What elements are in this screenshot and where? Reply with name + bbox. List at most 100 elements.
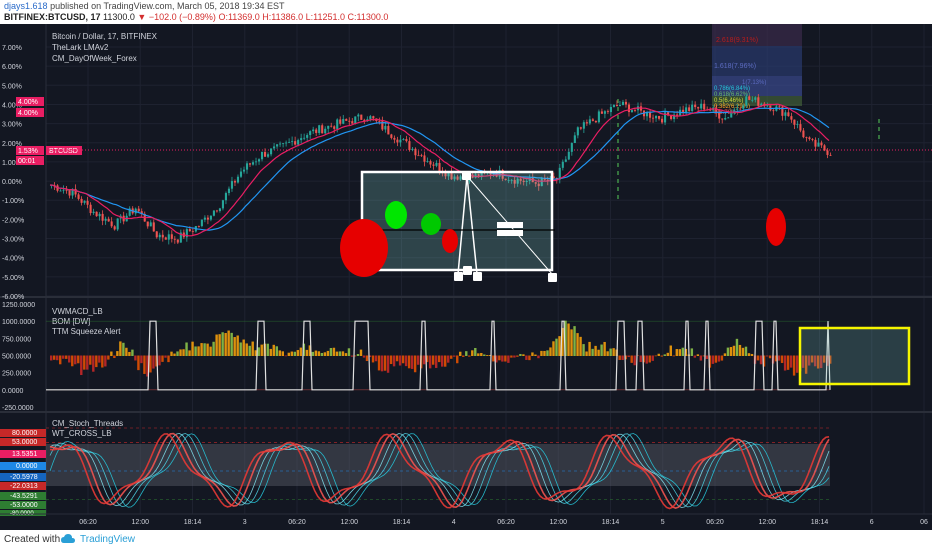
tradingview-logo-link[interactable]: TradingView <box>80 534 136 545</box>
candle-body <box>802 130 805 138</box>
candle-body <box>230 181 234 189</box>
red-ellipse-marker[interactable] <box>442 229 458 253</box>
candle-body <box>612 105 615 107</box>
candle-body <box>276 144 279 147</box>
macd-bar <box>311 351 315 356</box>
macd-bar <box>77 355 80 364</box>
candle-body <box>709 109 712 111</box>
macd-bar <box>86 355 89 370</box>
macd-bar <box>173 353 176 356</box>
candle-body <box>339 119 342 124</box>
red-ellipse-marker[interactable] <box>340 219 388 277</box>
macd-bar <box>525 355 528 360</box>
candle-body <box>402 139 405 140</box>
macd-bar <box>125 347 128 356</box>
macd-bar <box>155 355 158 367</box>
macd-bar <box>308 345 312 356</box>
candle-body <box>92 211 95 214</box>
candle-body <box>724 118 727 120</box>
macd-bar <box>441 355 444 367</box>
fib-retracement[interactable]: 2.618(9.31%) 1.618(7.96%) 1(7.13%) 0.786… <box>712 24 802 116</box>
macd-bar <box>552 341 555 356</box>
macd-bar <box>50 355 53 361</box>
macd-bar <box>185 342 188 356</box>
macd-bar <box>257 347 260 356</box>
candle-body <box>582 122 585 129</box>
green-ellipse-marker[interactable] <box>421 213 441 235</box>
anchor-handle[interactable] <box>463 266 472 275</box>
macd-bar <box>672 355 675 357</box>
macd-bar <box>708 355 712 368</box>
macd-bar <box>678 349 682 356</box>
candle-body <box>381 121 384 130</box>
macd-bar <box>609 348 612 356</box>
badge-bg <box>0 482 46 490</box>
candle-body <box>585 122 588 124</box>
candle-body <box>594 120 597 123</box>
stoch-pane <box>46 427 830 515</box>
macd-bar <box>531 352 534 356</box>
macd-bar <box>549 347 552 356</box>
red-ellipse-marker[interactable] <box>766 208 786 246</box>
macd-bar <box>621 355 624 360</box>
macd-bar <box>386 355 390 373</box>
chart-canvas[interactable]: Bitcoin / Dollar, 17, BITFINEX TheLark L… <box>0 24 932 530</box>
macd-tick-label: -250.0000 <box>2 405 34 412</box>
drag-handle[interactable] <box>497 230 523 236</box>
trend-line[interactable] <box>457 175 468 275</box>
time-axis[interactable]: 06:20 12:00 18:14 3 06:20 12:00 18:14 4 06:20 12:… <box>79 519 928 526</box>
candle-body <box>823 145 826 151</box>
candle-body <box>215 210 218 212</box>
candle-body <box>282 143 285 144</box>
candle-body <box>312 129 315 132</box>
candle-body <box>685 107 688 113</box>
macd-bar <box>585 351 588 356</box>
candle-body <box>390 134 393 138</box>
candle-body <box>279 143 282 145</box>
candle-body <box>155 231 158 238</box>
macd-bar <box>588 341 591 356</box>
time-tick-label: 6 <box>870 519 874 526</box>
price-axis[interactable]: 7.00% 6.00% 5.00% 4.00% 3.00% 2.00% 1.00% 0.00%… <box>2 45 24 301</box>
macd-bar <box>534 354 537 356</box>
candle-body <box>330 125 333 127</box>
macd-bar <box>356 353 360 356</box>
anchor-handle[interactable] <box>473 272 482 281</box>
macd-bar <box>275 346 278 356</box>
yellow-highlight-box[interactable] <box>798 326 911 386</box>
candle-body <box>291 141 294 142</box>
macd-axis[interactable]: 1250.0000 1000.0000 750.0000 500.0000 250.00… <box>2 302 35 412</box>
macd-bar <box>444 355 447 367</box>
anchor-handle[interactable] <box>454 272 463 281</box>
macd-bar <box>597 349 600 356</box>
macd-bar <box>522 354 525 356</box>
candle-body <box>357 114 360 117</box>
macd-bar <box>504 355 507 362</box>
badge-text: 13.5351 <box>12 451 37 458</box>
macd-bar <box>774 355 778 362</box>
annotation-box[interactable] <box>360 170 557 282</box>
anchor-handle[interactable] <box>548 273 557 282</box>
macd-bar <box>323 352 327 356</box>
time-tick-label: 4 <box>452 519 456 526</box>
symbol-info: BITFINEX:BTCUSD, 17 11300.0 ▼ −102.0 (−0… <box>4 12 388 22</box>
fib-zone <box>712 24 802 46</box>
anchor-handle[interactable] <box>462 171 471 180</box>
candle-body <box>543 178 546 180</box>
macd-bar <box>459 351 462 356</box>
candle-body <box>519 178 522 181</box>
trend-line[interactable] <box>466 175 478 275</box>
badge-symbol: BTCUSD <box>49 148 78 155</box>
candle-body <box>300 138 303 141</box>
macd-bar <box>167 355 170 363</box>
badge-bg <box>0 462 46 470</box>
macd-bar <box>579 336 582 356</box>
drag-handle[interactable] <box>497 222 523 228</box>
green-ellipse-marker[interactable] <box>385 201 407 229</box>
candle-body <box>74 188 77 195</box>
author-link[interactable]: djays1.618 <box>4 1 48 11</box>
macd-bar <box>795 355 799 373</box>
time-tick-label: 18:14 <box>393 519 411 526</box>
legend-dayofweek: CM_DayOfWeek_Forex <box>52 54 137 63</box>
candle-body <box>564 159 567 162</box>
